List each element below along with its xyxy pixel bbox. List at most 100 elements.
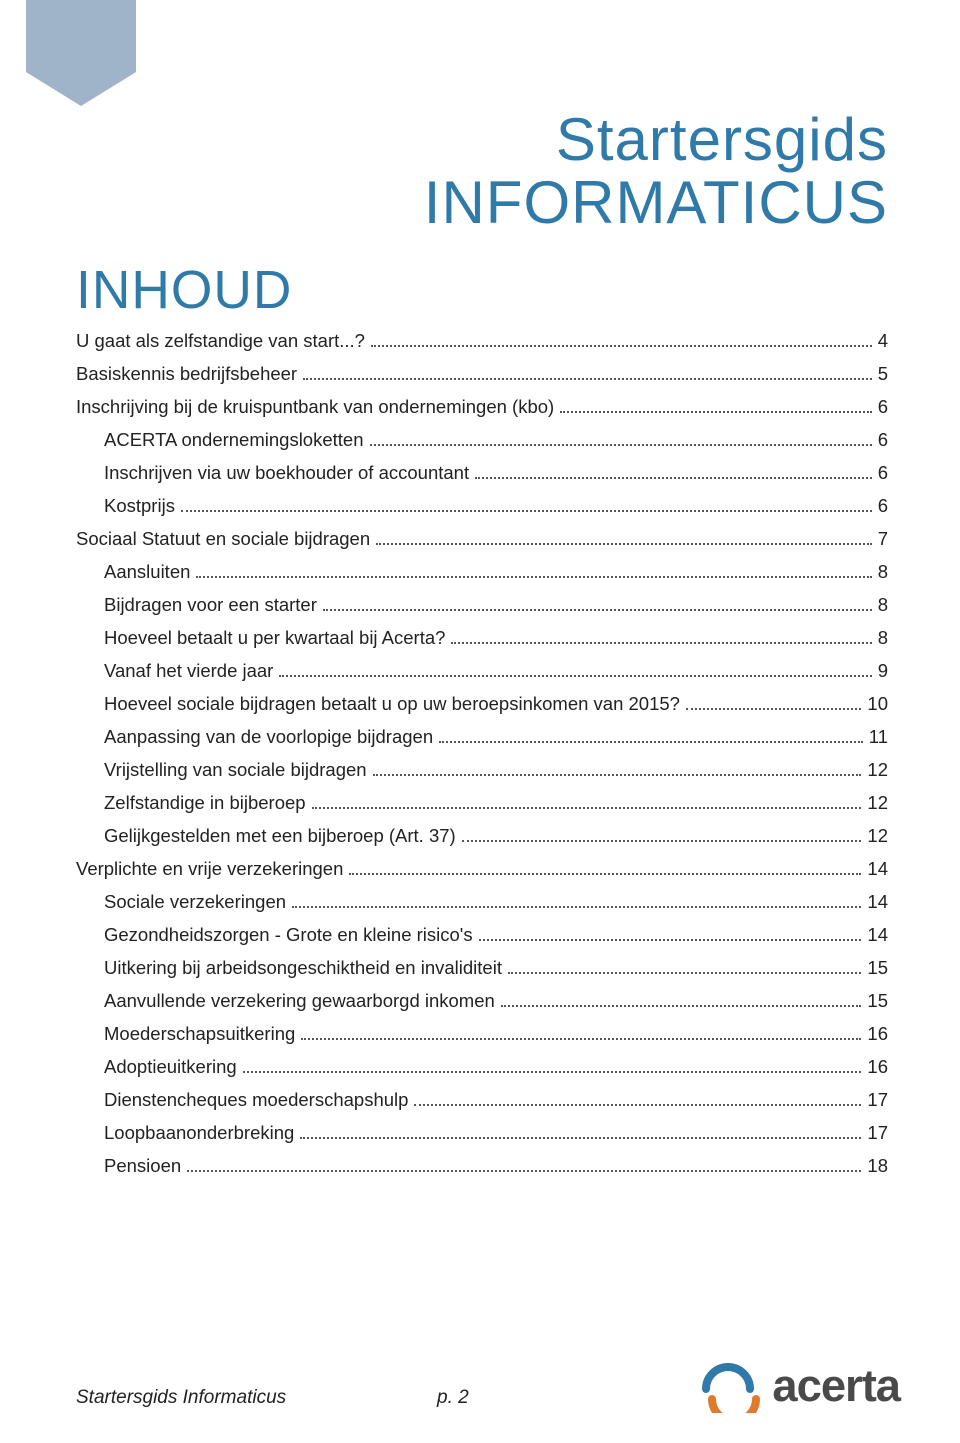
- toc-leader-dots: [292, 897, 861, 908]
- toc-leader-dots: [508, 963, 861, 974]
- toc-entry-label: Dienstencheques moederschapshulp: [104, 1089, 408, 1111]
- toc-entry: Aanpassing van de voorlopige bijdragen11: [76, 726, 888, 748]
- toc-leader-dots: [349, 864, 861, 875]
- toc-entry-label: Zelfstandige in bijberoep: [104, 792, 306, 814]
- toc-entry-page: 6: [878, 396, 888, 418]
- footer-page-number: p. 2: [437, 1387, 469, 1409]
- toc-entry-label: Aanvullende verzekering gewaarborgd inko…: [104, 990, 495, 1012]
- toc-entry: Aansluiten 8: [76, 561, 888, 583]
- toc-entry-page: 17: [867, 1089, 888, 1111]
- toc-entry-page: 6: [878, 462, 888, 484]
- toc-entry-page: 8: [878, 594, 888, 616]
- toc-leader-dots: [560, 402, 872, 413]
- toc-entry-page: 14: [867, 924, 888, 946]
- toc-entry: Loopbaanonderbreking 17: [76, 1122, 888, 1144]
- acerta-logo-icon: [700, 1359, 762, 1413]
- toc-entry-page: 16: [867, 1023, 888, 1045]
- toc-entry: Zelfstandige in bijberoep 12: [76, 792, 888, 814]
- toc-entry-page: 6: [878, 495, 888, 517]
- toc-leader-dots: [451, 633, 871, 644]
- toc-entry-label: Gelijkgestelden met een bijberoep (Art. …: [104, 825, 456, 847]
- toc-entry-page: 8: [878, 627, 888, 649]
- toc-entry-label: Aansluiten: [104, 561, 190, 583]
- toc-entry-page: 8: [878, 561, 888, 583]
- toc-entry-label: Aanpassing van de voorlopige bijdragen: [104, 726, 433, 748]
- toc-entry: Gezondheidszorgen - Grote en kleine risi…: [76, 924, 888, 946]
- toc-entry-page: 14: [867, 891, 888, 913]
- toc-entry-label: Uitkering bij arbeidsongeschiktheid en i…: [104, 957, 502, 979]
- toc-entry: Inschrijving bij de kruispuntbank van on…: [76, 396, 888, 418]
- toc-entry: Hoeveel sociale bijdragen betaalt u op u…: [76, 693, 888, 715]
- toc-leader-dots: [187, 1161, 861, 1172]
- toc-entry-page: 4: [878, 330, 888, 352]
- toc-entry-page: 12: [867, 825, 888, 847]
- toc-entry: Dienstencheques moederschapshulp 17: [76, 1089, 888, 1111]
- toc-entry-label: Verplichte en vrije verzekeringen: [76, 858, 343, 880]
- toc-entry-label: Vanaf het vierde jaar: [104, 660, 273, 682]
- toc-leader-dots: [323, 600, 872, 611]
- toc-entry-label: Bijdragen voor een starter: [104, 594, 317, 616]
- toc-leader-dots: [279, 666, 871, 677]
- footer-doc-title: Startersgids Informaticus: [76, 1387, 286, 1409]
- toc-leader-dots: [300, 1128, 861, 1139]
- toc-entry-label: Pensioen: [104, 1155, 181, 1177]
- toc-entry-label: Sociale verzekeringen: [104, 891, 286, 913]
- toc-entry-label: U gaat als zelfstandige van start...?: [76, 330, 365, 352]
- toc-entry-page: 17: [867, 1122, 888, 1144]
- toc-leader-dots: [371, 336, 872, 347]
- toc-entry-page: 9: [878, 660, 888, 682]
- toc-leader-dots: [373, 765, 862, 776]
- toc-entry: Vrijstelling van sociale bijdragen 12: [76, 759, 888, 781]
- toc-leader-dots: [462, 831, 862, 842]
- toc-entry-page: 14: [867, 858, 888, 880]
- toc-entry-page: 12: [867, 759, 888, 781]
- toc-leader-dots: [439, 732, 863, 743]
- toc-entry: Sociale verzekeringen 14: [76, 891, 888, 913]
- toc-entry-label: Sociaal Statuut en sociale bijdragen: [76, 528, 370, 550]
- toc-leader-dots: [243, 1062, 862, 1073]
- toc-leader-dots: [301, 1029, 861, 1040]
- toc-entry-page: 15: [867, 957, 888, 979]
- toc-entry: Uitkering bij arbeidsongeschiktheid en i…: [76, 957, 888, 979]
- toc-entry: Gelijkgestelden met een bijberoep (Art. …: [76, 825, 888, 847]
- toc-entry-label: Gezondheidszorgen - Grote en kleine risi…: [104, 924, 473, 946]
- toc-entry-page: 18: [867, 1155, 888, 1177]
- toc-leader-dots: [414, 1095, 861, 1106]
- toc-leader-dots: [303, 369, 872, 380]
- toc-entry-label: Kostprijs: [104, 495, 175, 517]
- toc-entry-page: 6: [878, 429, 888, 451]
- toc-entry-label: Moederschapsuitkering: [104, 1023, 295, 1045]
- page: Startersgids INFORMATICUS INHOUD U gaat …: [0, 0, 960, 1443]
- acerta-logo: acerta: [700, 1359, 900, 1413]
- toc-entry: U gaat als zelfstandige van start...? 4: [76, 330, 888, 352]
- toc-leader-dots: [312, 798, 862, 809]
- toc-entry-label: Loopbaanonderbreking: [104, 1122, 294, 1144]
- toc-entry-page: 5: [878, 363, 888, 385]
- document-title: Startersgids INFORMATICUS: [424, 108, 888, 234]
- section-heading-inhoud: INHOUD: [76, 260, 292, 321]
- toc-entry: Basiskennis bedrijfsbeheer5: [76, 363, 888, 385]
- title-line-2: INFORMATICUS: [424, 171, 888, 234]
- toc-entry: ACERTA ondernemingsloketten 6: [76, 429, 888, 451]
- toc-entry: Vanaf het vierde jaar 9: [76, 660, 888, 682]
- toc-entry: Verplichte en vrije verzekeringen 14: [76, 858, 888, 880]
- toc-leader-dots: [370, 435, 872, 446]
- toc-entry-label: Hoeveel betaalt u per kwartaal bij Acert…: [104, 627, 445, 649]
- toc-entry: Moederschapsuitkering 16: [76, 1023, 888, 1045]
- toc-entry-page: 15: [867, 990, 888, 1012]
- toc-leader-dots: [181, 501, 872, 512]
- toc-entry-page: 12: [867, 792, 888, 814]
- toc-entry-label: Vrijstelling van sociale bijdragen: [104, 759, 367, 781]
- toc-entry: Inschrijven via uw boekhouder of account…: [76, 462, 888, 484]
- toc-entry-label: ACERTA ondernemingsloketten: [104, 429, 364, 451]
- toc-leader-dots: [376, 534, 872, 545]
- toc-leader-dots: [196, 567, 871, 578]
- toc-leader-dots: [501, 996, 862, 1007]
- toc-leader-dots: [686, 699, 861, 710]
- table-of-contents: U gaat als zelfstandige van start...? 4 Ba…: [76, 330, 888, 1188]
- toc-entry-label: Hoeveel sociale bijdragen betaalt u op u…: [104, 693, 680, 715]
- toc-entry: Kostprijs 6: [76, 495, 888, 517]
- acerta-logo-text: acerta: [772, 1360, 900, 1412]
- toc-entry: Bijdragen voor een starter 8: [76, 594, 888, 616]
- toc-entry: Aanvullende verzekering gewaarborgd inko…: [76, 990, 888, 1012]
